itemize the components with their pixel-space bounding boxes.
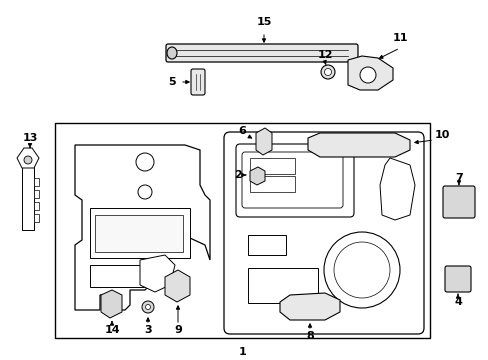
Polygon shape xyxy=(249,167,264,185)
FancyBboxPatch shape xyxy=(224,132,423,334)
Bar xyxy=(55,123,429,338)
Circle shape xyxy=(136,153,154,171)
FancyBboxPatch shape xyxy=(242,152,342,208)
Polygon shape xyxy=(347,56,392,90)
Text: 4: 4 xyxy=(453,297,461,307)
Text: 1: 1 xyxy=(239,347,246,357)
Bar xyxy=(247,235,285,255)
Bar xyxy=(34,190,39,198)
Polygon shape xyxy=(256,128,271,155)
Bar xyxy=(95,215,183,252)
Text: 12: 12 xyxy=(317,50,332,60)
Bar xyxy=(34,214,39,222)
Polygon shape xyxy=(164,270,190,302)
Text: 3: 3 xyxy=(144,325,151,335)
Bar xyxy=(34,202,39,210)
FancyBboxPatch shape xyxy=(444,266,470,292)
Text: 5: 5 xyxy=(168,77,176,87)
Ellipse shape xyxy=(167,47,177,59)
Bar xyxy=(247,268,317,303)
Polygon shape xyxy=(101,290,122,318)
Circle shape xyxy=(324,68,331,76)
Polygon shape xyxy=(75,145,209,310)
Bar xyxy=(90,208,190,258)
Bar xyxy=(249,158,294,174)
Circle shape xyxy=(24,156,32,164)
Bar xyxy=(90,265,145,287)
Circle shape xyxy=(359,67,375,83)
Bar xyxy=(249,176,294,192)
Circle shape xyxy=(145,305,150,310)
Polygon shape xyxy=(280,293,339,320)
Circle shape xyxy=(142,301,154,313)
Bar xyxy=(34,178,39,186)
FancyBboxPatch shape xyxy=(236,144,353,217)
Text: 15: 15 xyxy=(256,17,271,27)
Text: 6: 6 xyxy=(238,126,245,136)
Text: 11: 11 xyxy=(391,33,407,43)
Polygon shape xyxy=(17,148,39,168)
Text: 8: 8 xyxy=(305,331,313,341)
Text: 9: 9 xyxy=(174,325,182,335)
FancyBboxPatch shape xyxy=(191,69,204,95)
Bar xyxy=(22,166,34,230)
Polygon shape xyxy=(140,255,175,292)
Text: 10: 10 xyxy=(434,130,449,140)
Circle shape xyxy=(324,232,399,308)
Circle shape xyxy=(320,65,334,79)
Text: 2: 2 xyxy=(234,170,242,180)
Polygon shape xyxy=(379,158,414,220)
Text: 13: 13 xyxy=(22,133,38,143)
Circle shape xyxy=(333,242,389,298)
Circle shape xyxy=(138,185,152,199)
Text: 14: 14 xyxy=(104,325,120,335)
FancyBboxPatch shape xyxy=(165,44,357,62)
Text: 7: 7 xyxy=(454,173,462,183)
Polygon shape xyxy=(307,133,409,157)
FancyBboxPatch shape xyxy=(442,186,474,218)
